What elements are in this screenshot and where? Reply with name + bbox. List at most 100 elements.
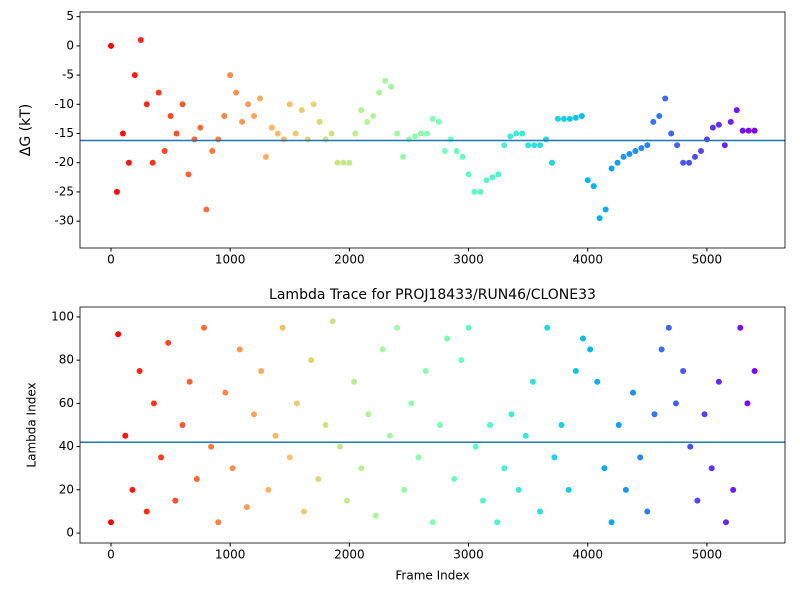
point — [637, 454, 644, 461]
point — [376, 89, 383, 96]
point — [415, 454, 422, 461]
point — [703, 136, 710, 143]
point — [572, 367, 579, 374]
point — [411, 133, 418, 140]
y-tick-label: 5 — [66, 9, 74, 23]
point — [558, 422, 565, 428]
point — [394, 130, 401, 137]
point — [615, 422, 622, 428]
point — [155, 89, 162, 96]
point — [651, 411, 658, 418]
point — [167, 112, 174, 119]
point — [364, 118, 371, 125]
x-axis-label: Frame Index — [395, 569, 469, 583]
point — [272, 432, 279, 439]
point — [554, 115, 561, 122]
point — [203, 206, 210, 213]
point — [587, 346, 594, 353]
point — [394, 324, 401, 331]
point — [173, 130, 180, 137]
point — [268, 124, 275, 131]
point — [185, 171, 192, 178]
point — [465, 171, 472, 178]
point — [239, 118, 246, 125]
point — [708, 465, 715, 472]
point — [346, 159, 353, 166]
x-tick-label: 1000 — [215, 253, 246, 267]
point — [343, 497, 350, 504]
point — [477, 188, 484, 195]
point — [286, 101, 293, 108]
point — [429, 115, 436, 122]
y-tick-label: 60 — [59, 396, 74, 410]
point — [601, 465, 608, 472]
point — [129, 486, 136, 493]
y-tick-label: 100 — [51, 309, 74, 323]
point — [422, 367, 429, 374]
point — [441, 148, 448, 155]
point — [680, 159, 687, 166]
point — [715, 378, 722, 385]
point — [620, 153, 627, 160]
point — [459, 153, 466, 160]
point — [150, 400, 157, 407]
x-tick-label: 4000 — [572, 253, 603, 267]
point — [494, 519, 501, 526]
point — [251, 411, 258, 418]
point — [243, 504, 250, 511]
point — [429, 519, 436, 526]
point — [608, 165, 615, 172]
x-tick-label: 5000 — [692, 253, 723, 267]
point — [308, 357, 315, 364]
y-tick-label: -10 — [54, 97, 74, 111]
point — [744, 400, 751, 407]
y-tick-label: -30 — [54, 214, 74, 228]
point — [143, 101, 150, 108]
point — [336, 443, 343, 450]
point — [400, 153, 407, 160]
point — [200, 324, 207, 331]
point — [644, 508, 651, 515]
point — [626, 150, 633, 157]
point — [501, 465, 508, 472]
point — [602, 206, 609, 213]
y-tick-label: 40 — [59, 439, 74, 453]
point — [451, 476, 458, 483]
point — [172, 497, 179, 504]
point — [686, 159, 693, 166]
point — [119, 130, 126, 137]
point — [352, 130, 359, 137]
x-tick-label: 0 — [107, 548, 115, 562]
point — [122, 432, 129, 439]
point — [310, 101, 317, 108]
point — [322, 136, 329, 143]
point — [215, 519, 222, 526]
point — [479, 497, 486, 504]
x-tick-label: 0 — [107, 253, 115, 267]
y-tick-label: 0 — [66, 526, 74, 540]
point — [751, 367, 758, 374]
point — [723, 519, 730, 526]
point — [656, 112, 663, 119]
point — [650, 118, 657, 125]
axes-frame — [79, 306, 786, 544]
point — [161, 148, 168, 155]
x-tick-label: 2000 — [334, 548, 365, 562]
y-tick-label: -25 — [54, 184, 74, 198]
point — [444, 335, 451, 342]
point — [632, 148, 639, 155]
point — [107, 519, 114, 526]
point — [465, 324, 472, 331]
chart-title: Lambda Trace for PROJ18433/RUN46/CLONE33 — [269, 287, 596, 303]
point — [315, 476, 322, 483]
point — [548, 159, 555, 166]
point — [158, 454, 165, 461]
point — [594, 378, 601, 385]
point — [316, 118, 323, 125]
point — [630, 389, 637, 396]
point — [229, 465, 236, 472]
point — [193, 476, 200, 483]
point — [727, 118, 734, 125]
point — [508, 411, 515, 418]
